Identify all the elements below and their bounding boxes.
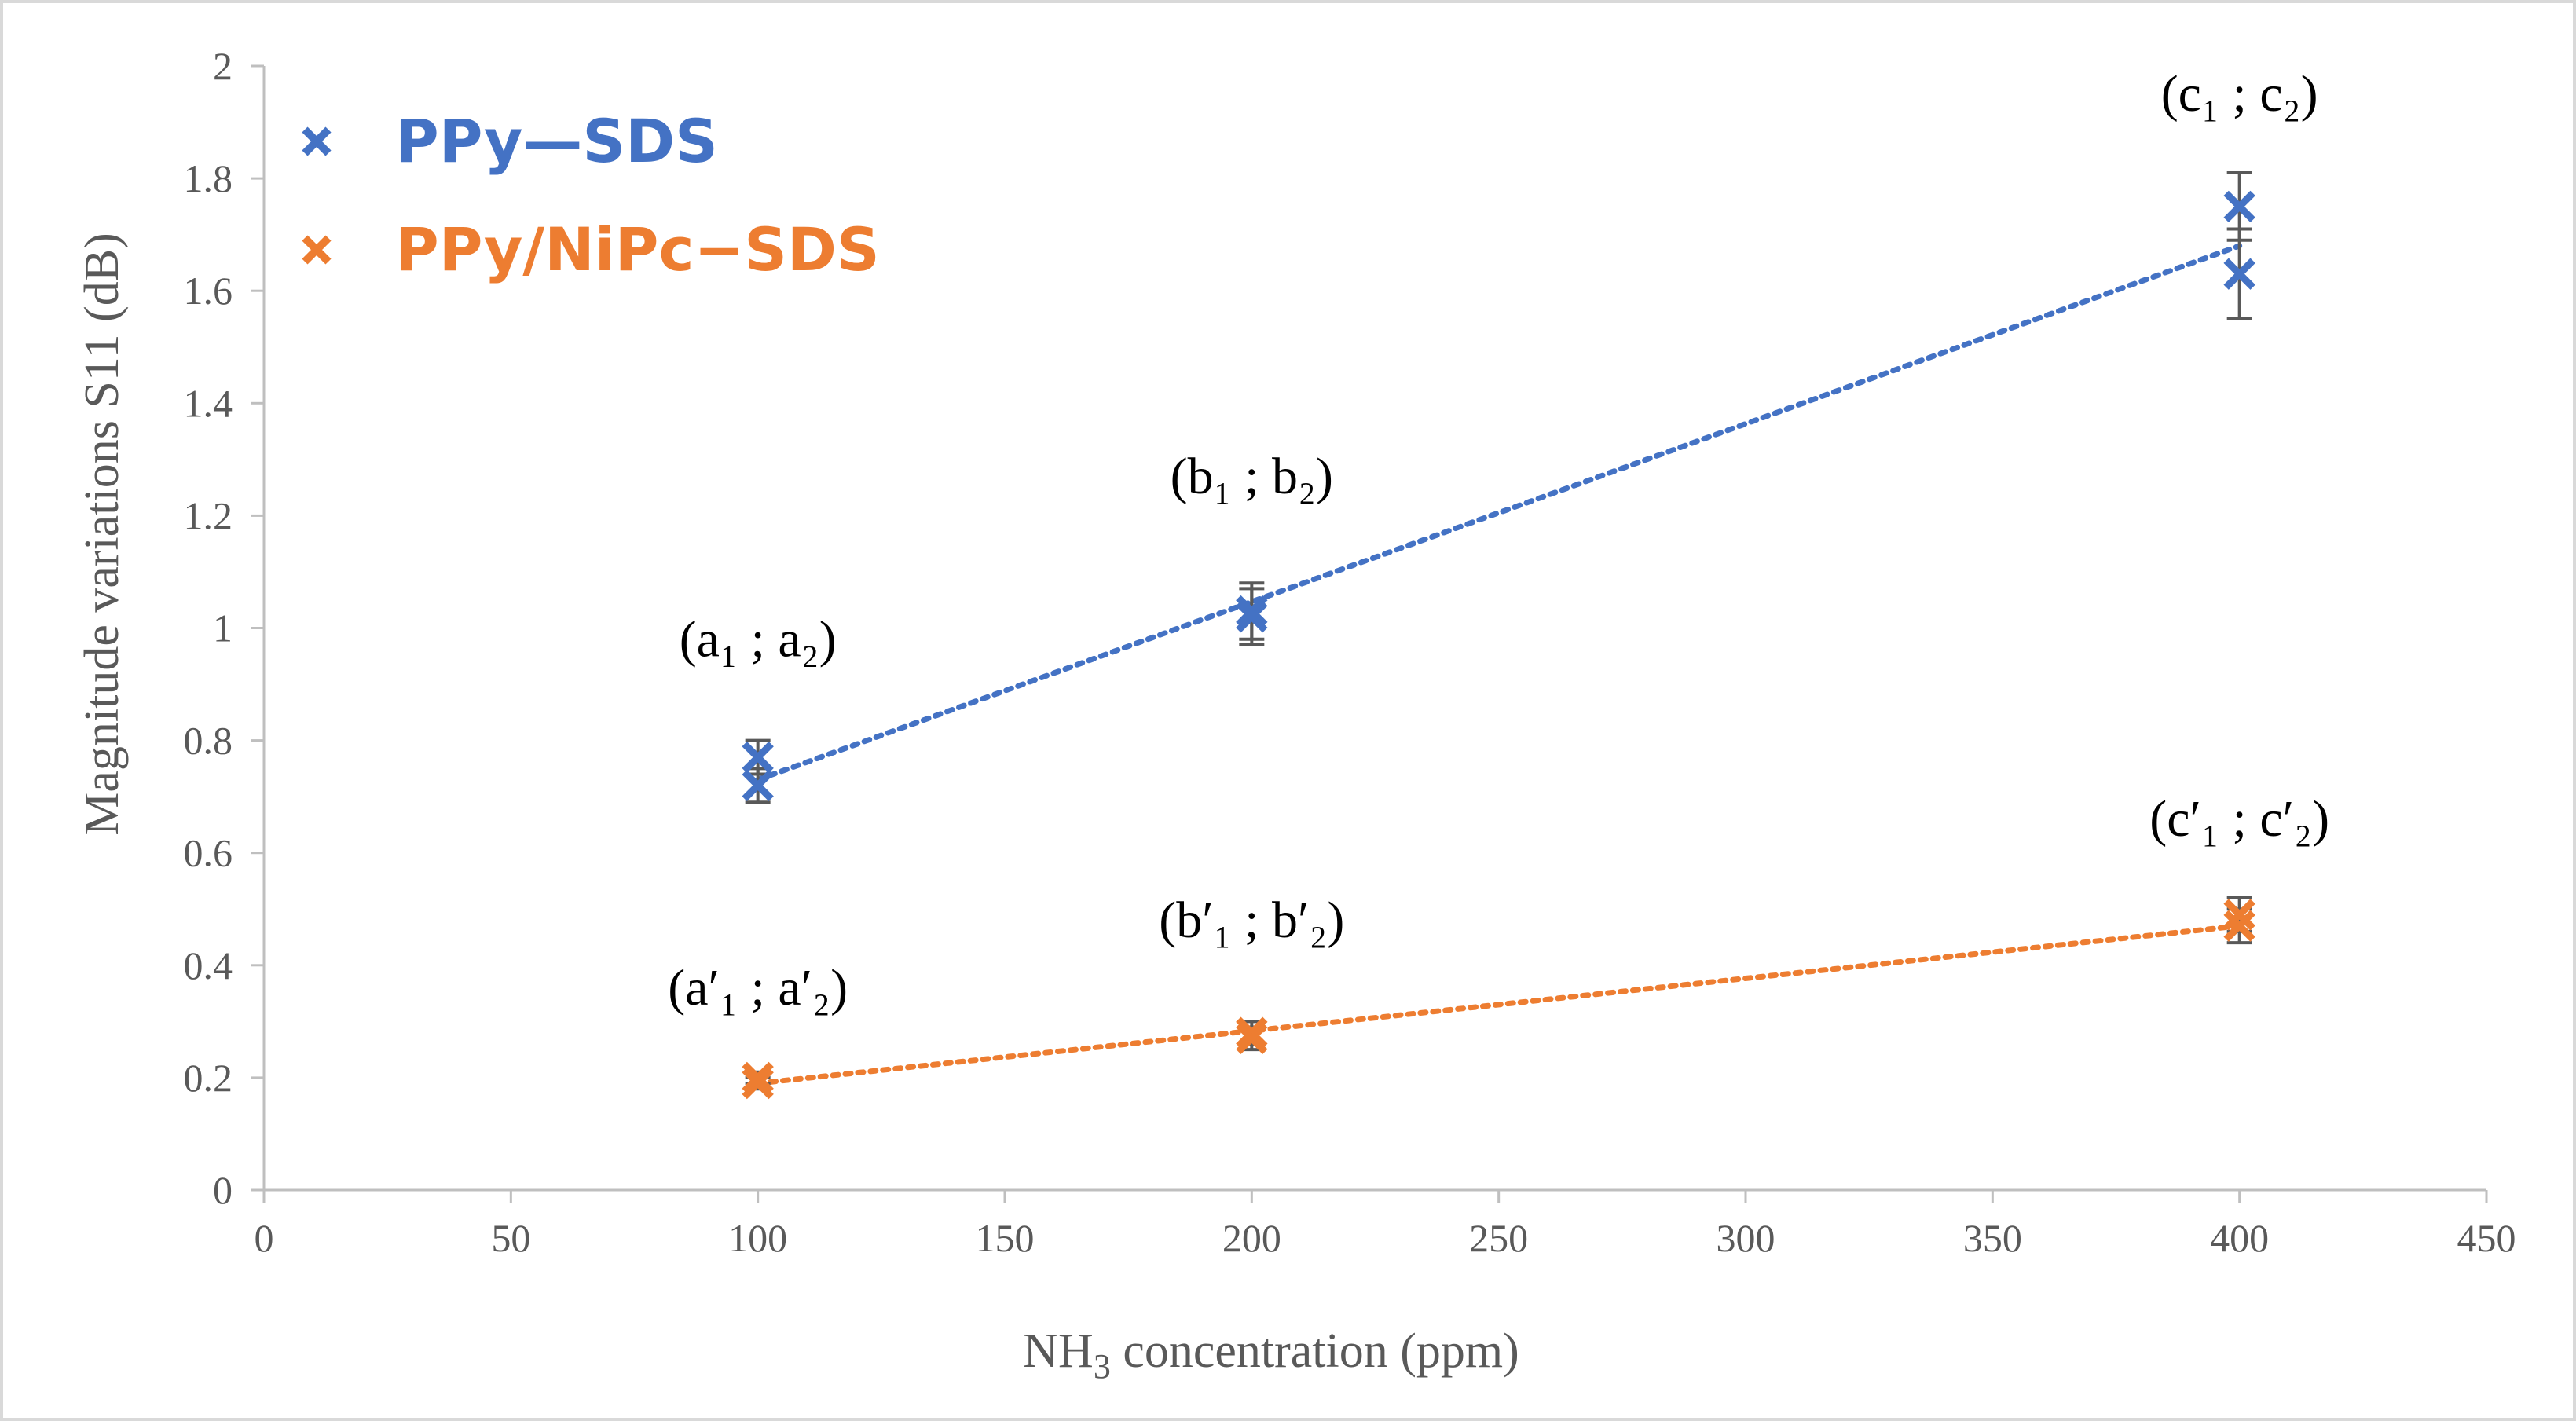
data-point-marker [2223, 258, 2255, 290]
y-tick-label: 1.6 [184, 269, 233, 313]
point-annotation: (a′₁ ; a′₂) [668, 959, 848, 1016]
data-point-marker [1236, 595, 1268, 628]
x-tick-label: 300 [1717, 1216, 1775, 1260]
x-axis-title: NH3 concentration (ppm) [1023, 1324, 1519, 1386]
series-2 [742, 895, 2255, 1100]
legend-marker [302, 235, 332, 265]
y-tick-label: 0.4 [184, 943, 233, 987]
x-axis-title-main: NH [1023, 1324, 1094, 1378]
legend-marker [302, 126, 332, 156]
y-tick-label: 0.6 [184, 831, 233, 875]
data-point-marker [742, 1061, 774, 1094]
x-axis-title-subscript: 3 [1094, 1347, 1111, 1386]
data-point-marker [2223, 899, 2255, 931]
trendline [755, 243, 2243, 783]
x-tick-label: 400 [2210, 1216, 2269, 1260]
data-point-marker [2223, 190, 2255, 223]
data-point-marker [2223, 910, 2255, 942]
y-tick-label: 0 [213, 1168, 233, 1212]
legend-label: PPy—SDS [395, 106, 718, 176]
x-tick-label: 0 [255, 1216, 274, 1260]
data-point-marker [742, 741, 774, 774]
legend-label: PPy/NiPc−SDS [395, 214, 880, 284]
y-tick-label: 1.2 [184, 493, 233, 537]
point-annotation: (a₁ ; a₂) [680, 610, 837, 668]
y-tick-label: 1.8 [184, 156, 233, 200]
point-annotation: (c₁ ; c₂) [2161, 65, 2318, 123]
data-point-marker [742, 769, 774, 802]
point-annotation: (b′₁ ; b′₂) [1159, 892, 1344, 949]
x-tick-label: 450 [2457, 1216, 2516, 1260]
y-tick-label: 0.8 [184, 719, 233, 763]
point-annotation: (b₁ ; b₂) [1171, 448, 1333, 505]
data-point-marker [1236, 1022, 1268, 1054]
y-tick-label: 1 [213, 606, 233, 650]
y-tick-label: 0.2 [184, 1056, 233, 1100]
y-tick-label: 1.4 [184, 381, 233, 425]
series-1 [742, 170, 2255, 804]
trendline [755, 923, 2243, 1086]
x-tick-label: 50 [491, 1216, 530, 1260]
x-axis-title-rest: concentration (ppm) [1111, 1324, 1519, 1378]
x-tick-label: 200 [1222, 1216, 1281, 1260]
data-point-marker [1236, 601, 1268, 633]
data-point-marker [742, 1067, 774, 1100]
x-tick-label: 350 [1963, 1216, 2022, 1260]
y-tick-label: 2 [213, 44, 233, 88]
y-axis-title: Magnitude variations S11 (dB) [75, 233, 129, 835]
point-annotation: (c′₁ ; c′₂) [2149, 790, 2329, 848]
x-tick-label: 100 [728, 1216, 787, 1260]
x-tick-label: 150 [976, 1216, 1035, 1260]
data-point-marker [1236, 1016, 1268, 1049]
x-tick-label: 250 [1469, 1216, 1528, 1260]
